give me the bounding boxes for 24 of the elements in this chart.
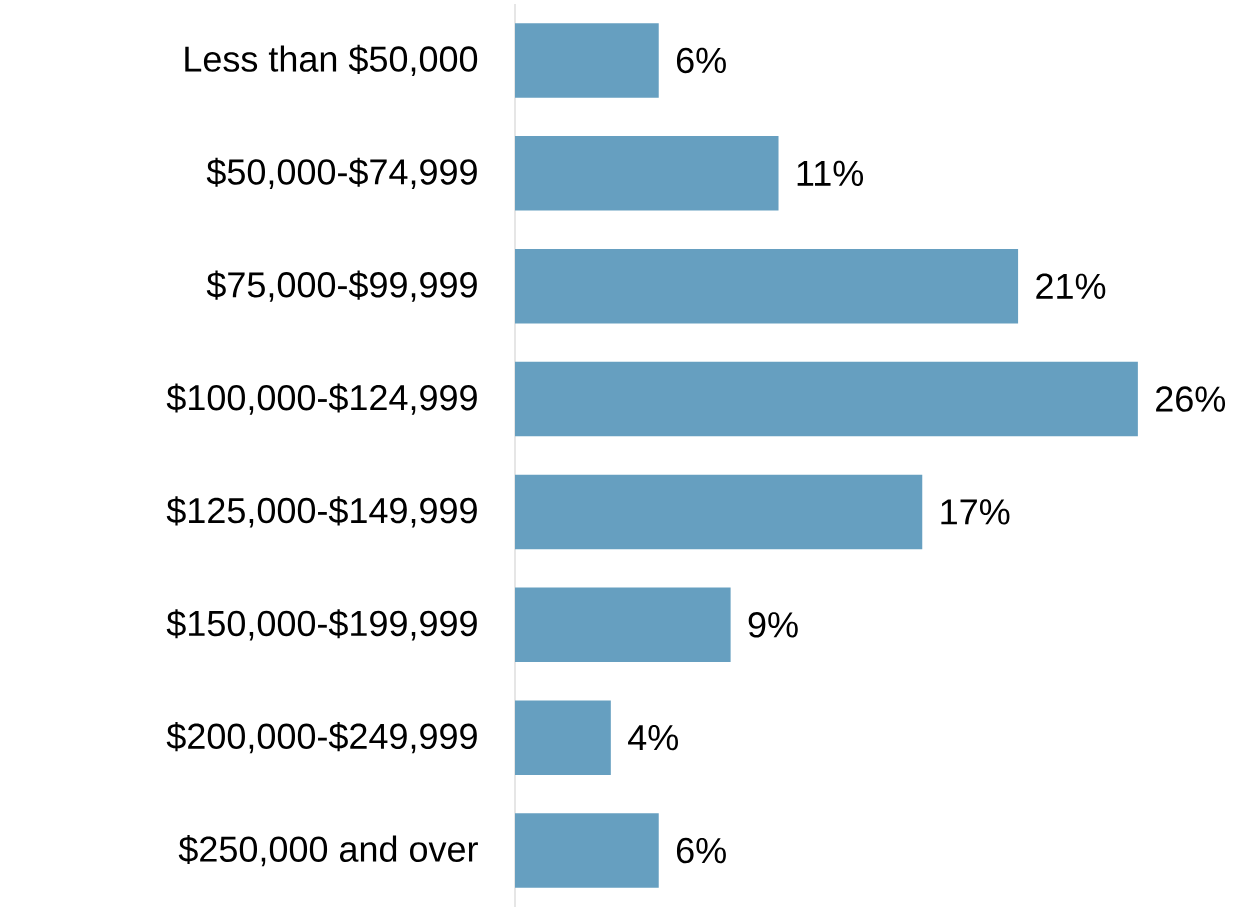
bar	[515, 700, 611, 775]
data-label: 11%	[797, 160, 864, 186]
y-tick-label: $250,000 and over	[178, 834, 478, 867]
data-label: 26%	[1156, 386, 1226, 412]
y-tick-label: $100,000-$124,999	[166, 383, 477, 415]
bar	[515, 248, 1019, 324]
y-tick-label: $50,000-$74,999	[206, 157, 477, 189]
data-label: 6%	[676, 837, 726, 864]
y-tick-label: $200,000-$249,999	[166, 722, 477, 754]
bar	[515, 813, 659, 888]
y-tick-label: $75,000-$99,999	[206, 270, 477, 302]
data-label: 9%	[748, 612, 798, 638]
data-label: 6%	[676, 47, 726, 74]
data-label: 17%	[941, 499, 1010, 525]
bar	[515, 474, 923, 550]
y-tick-label: $150,000-$199,999	[166, 609, 477, 641]
data-label: 4%	[628, 725, 678, 751]
data-label: 21%	[1036, 273, 1106, 299]
y-tick-label: $125,000-$149,999	[166, 496, 477, 528]
bar	[515, 136, 779, 211]
bar	[515, 587, 731, 663]
y-tick-label: Less than $50,000	[185, 44, 478, 77]
bar	[515, 361, 1138, 437]
bar	[515, 23, 659, 98]
